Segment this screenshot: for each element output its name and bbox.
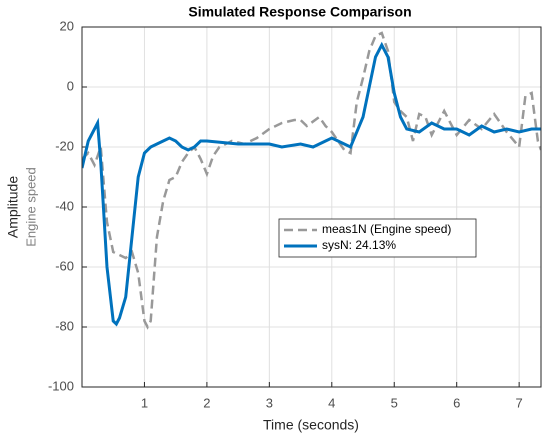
y-tick-label: -80 [55, 318, 74, 333]
data-line [82, 31, 541, 330]
x-tick-label: 6 [453, 395, 460, 410]
x-tick-label: 4 [328, 395, 335, 410]
x-tick-label: 5 [391, 395, 398, 410]
x-tick-label: 1 [141, 395, 148, 410]
x-tick-label: 2 [203, 395, 210, 410]
chart-title: Simulated Response Comparison [188, 4, 411, 20]
x-tick-label: 7 [516, 395, 523, 410]
y-tick-label: -100 [48, 378, 74, 393]
y-tick-label: -20 [55, 138, 74, 153]
x-axis-label: Time (seconds) [263, 417, 359, 433]
legend-label: sysN: 24.13% [322, 238, 396, 252]
legend-label: meas1N (Engine speed) [322, 222, 451, 236]
y-axis-sublabel: Engine speed [23, 167, 38, 247]
x-tick-label: 3 [266, 395, 273, 410]
y-tick-label: 0 [67, 78, 74, 93]
y-tick-label: -60 [55, 258, 74, 273]
legend-box [278, 218, 477, 258]
y-tick-label: -40 [55, 198, 74, 213]
y-axis-label: Amplitude [5, 176, 21, 238]
y-tick-label: 20 [60, 18, 74, 33]
plot-border [81, 26, 542, 388]
data-line [82, 41, 541, 327]
